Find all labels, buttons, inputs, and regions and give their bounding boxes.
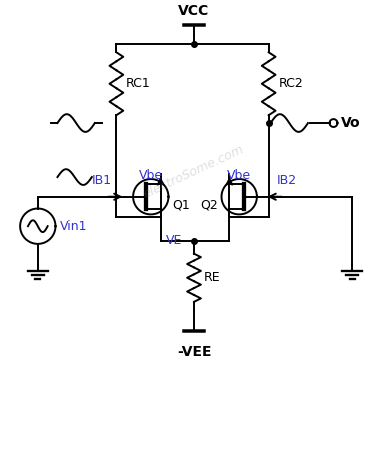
Text: IB2: IB2 xyxy=(276,174,296,187)
Text: RC1: RC1 xyxy=(126,77,151,90)
Text: Q2: Q2 xyxy=(200,198,217,211)
Text: -VEE: -VEE xyxy=(177,345,211,359)
Text: VE: VE xyxy=(166,234,182,248)
Text: Vo: Vo xyxy=(342,116,361,130)
Text: IB1: IB1 xyxy=(91,174,112,187)
Text: Vbe: Vbe xyxy=(139,169,163,182)
Text: RC2: RC2 xyxy=(279,77,303,90)
Text: Vbe: Vbe xyxy=(227,169,251,182)
Text: RE: RE xyxy=(204,271,221,284)
Text: VCC: VCC xyxy=(179,4,210,18)
Text: electroSome.com: electroSome.com xyxy=(142,143,246,201)
Text: Vin1: Vin1 xyxy=(60,220,87,233)
Text: Q1: Q1 xyxy=(172,198,190,211)
